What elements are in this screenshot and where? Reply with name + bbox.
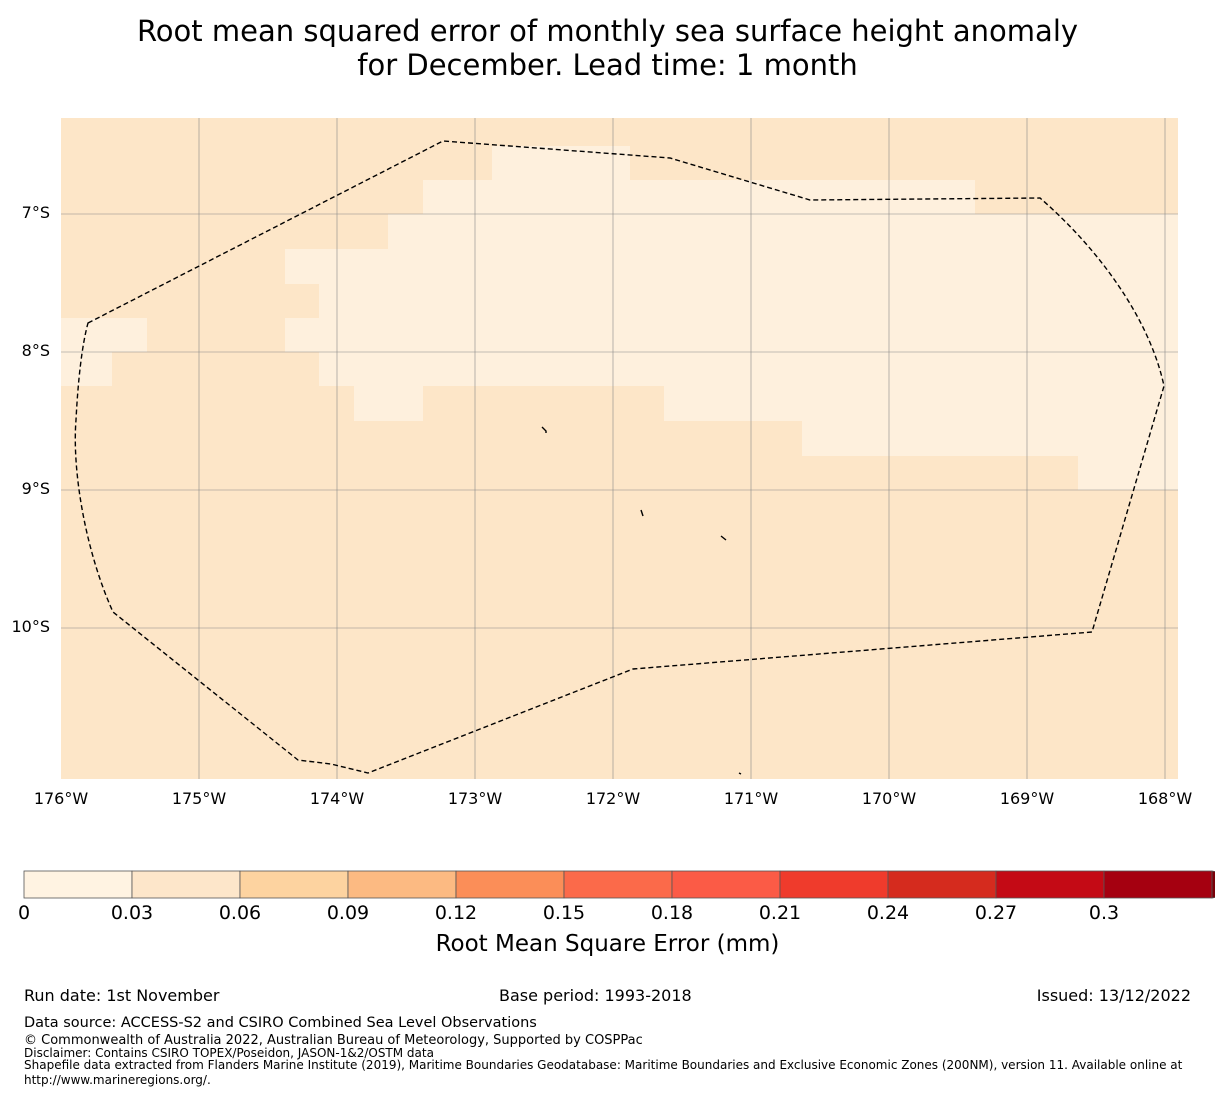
colorbar-swatch: [995, 870, 1105, 899]
lon-label-176w: 176°W: [33, 789, 89, 808]
colorbar-swatch: [347, 870, 457, 899]
shapefile-credit-1: Shapefile data extracted from Flanders M…: [24, 1058, 1183, 1072]
island-marks: [541, 426, 742, 775]
lon-label-175w: 175°W: [171, 789, 227, 808]
lat-label-8s: 8°S: [21, 341, 50, 360]
colorbar-tick: 0: [17, 902, 31, 924]
colorbar-swatch: [1103, 870, 1213, 899]
lon-label-169w: 169°W: [999, 789, 1055, 808]
colorbar-swatch: [671, 870, 781, 899]
colorbar: [23, 870, 1215, 899]
lat-label-7s: 7°S: [21, 203, 50, 222]
colorbar-tick: 0.03: [110, 902, 154, 924]
chart-title: Root mean squared error of monthly sea s…: [0, 14, 1215, 82]
lon-label-174w: 174°W: [309, 789, 365, 808]
title-line-2: for December. Lead time: 1 month: [357, 48, 858, 82]
disclaimer: Disclaimer: Contains CSIRO TOPEX/Poseido…: [24, 1046, 434, 1060]
title-line-1: Root mean squared error of monthly sea s…: [136, 14, 1079, 48]
colorbar-swatch: [23, 870, 133, 899]
colorbar-tick: 0.18: [650, 902, 694, 924]
shapefile-credit-2: http://www.marineregions.org/.: [24, 1073, 211, 1087]
colorbar-swatch: [887, 870, 997, 899]
colorbar-tick: 0.12: [434, 902, 478, 924]
colorbar-swatch: [563, 870, 673, 899]
lat-label-10s: 10°S: [11, 617, 50, 636]
colorbar-tick: 0.21: [758, 902, 802, 924]
colorbar-swatch: [455, 870, 565, 899]
colorbar-tick: 0.06: [218, 902, 262, 924]
run-date: Run date: 1st November: [24, 986, 220, 1005]
colorbar-tick: 0.09: [326, 902, 370, 924]
colorbar-tick: 0.15: [542, 902, 586, 924]
colorbar-tick: 0.24: [866, 902, 910, 924]
copyright-notice: © Commonwealth of Australia 2022, Austra…: [24, 1033, 643, 1048]
lon-label-172w: 172°W: [585, 789, 641, 808]
low-error-region: [61, 146, 1178, 490]
colorbar-label: Root Mean Square Error (mm): [435, 931, 780, 957]
colorbar-swatch: [239, 870, 349, 899]
colorbar-extend-arrow: [1211, 870, 1215, 899]
eez-boundary: [74, 140, 1165, 774]
base-period: Base period: 1993-2018: [499, 986, 692, 1005]
lon-label-173w: 173°W: [447, 789, 503, 808]
graticule: [61, 118, 1178, 779]
colorbar-tick: 0.27: [974, 902, 1018, 924]
lon-label-170w: 170°W: [861, 789, 917, 808]
issued-date: Issued: 13/12/2022: [1036, 986, 1191, 1005]
lon-label-171w: 171°W: [723, 789, 779, 808]
colorbar-swatch: [779, 870, 889, 899]
lat-label-9s: 9°S: [21, 479, 50, 498]
data-source: Data source: ACCESS-S2 and CSIRO Combine…: [24, 1015, 537, 1031]
colorbar-swatch: [131, 870, 241, 899]
colorbar-tick: 0.3: [1088, 902, 1120, 924]
lon-label-168w: 168°W: [1137, 789, 1193, 808]
